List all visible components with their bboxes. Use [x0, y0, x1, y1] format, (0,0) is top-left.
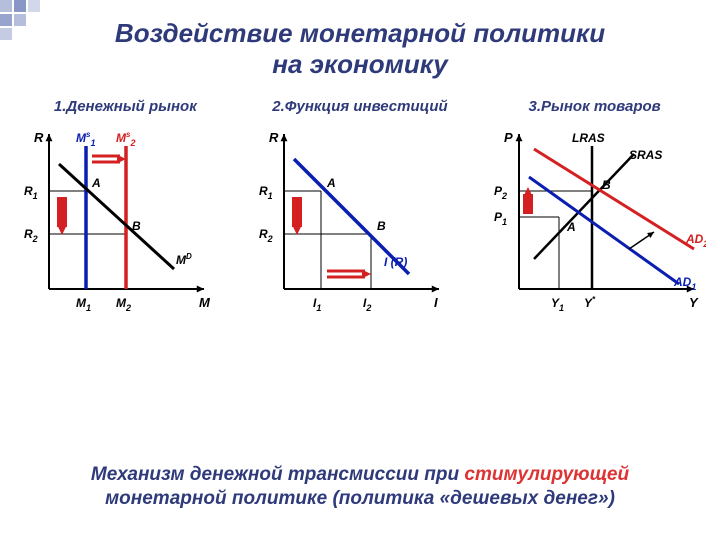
svg-text:B: B	[377, 219, 386, 233]
svg-text:M2: M2	[116, 296, 131, 313]
page-title: Воздействие монетарной политики на эконо…	[0, 0, 720, 80]
chart-goods-market: 3.Рынок товаров YPP2P1Y1Y*LRASSRASAD1AD2…	[484, 98, 706, 319]
svg-text:I1: I1	[313, 296, 321, 313]
chart1-svg: M R R1 R2 Ms1 Ms2 M1 M2 MD A B	[14, 119, 214, 319]
svg-text:Y1: Y1	[551, 296, 564, 313]
chart-row: 1.Денежный рынок M R R1 R2 Ms1 Ms2 M1 M2 MD A B 2.…	[0, 98, 720, 319]
chart3-title: 3.Рынок товаров	[484, 98, 706, 115]
svg-text:B: B	[602, 178, 611, 192]
caption: Механизм денежной трансмиссии при стимул…	[0, 463, 720, 512]
svg-text:A: A	[91, 176, 101, 190]
svg-text:SRAS: SRAS	[629, 148, 662, 162]
chart-money-market: 1.Денежный рынок M R R1 R2 Ms1 Ms2 M1 M2 MD A B	[14, 98, 236, 319]
caption-post: монетарной политике (политика «дешевых д…	[105, 488, 615, 509]
svg-text:P1: P1	[494, 210, 507, 227]
svg-text:A: A	[326, 176, 336, 190]
chart3-svg: YPP2P1Y1Y*LRASSRASAD1AD2AB	[484, 119, 706, 319]
svg-text:A: A	[566, 220, 576, 234]
svg-text:Y*: Y*	[584, 295, 596, 310]
svg-text:M: M	[199, 295, 211, 310]
svg-text:Ms2: Ms2	[116, 130, 135, 148]
svg-text:P2: P2	[494, 184, 507, 201]
svg-text:R1: R1	[24, 184, 38, 201]
svg-text:Ms1: Ms1	[76, 130, 95, 148]
svg-text:M1: M1	[76, 296, 91, 313]
svg-text:R2: R2	[24, 227, 38, 244]
chart-investment: 2.Функция инвестиций I R R1 R2 I1 I2 I (R) A B	[249, 98, 471, 319]
caption-pre: Механизм денежной трансмиссии при	[91, 464, 464, 485]
chart1-title: 1.Денежный рынок	[14, 98, 236, 115]
svg-text:I (R): I (R)	[384, 255, 407, 269]
svg-text:I2: I2	[363, 296, 371, 313]
chart2-svg: I R R1 R2 I1 I2 I (R) A B	[249, 119, 449, 319]
svg-text:Y: Y	[689, 295, 699, 310]
svg-text:LRAS: LRAS	[572, 131, 605, 145]
svg-text:I: I	[434, 295, 438, 310]
svg-text:R: R	[269, 130, 279, 145]
svg-text:P: P	[504, 130, 513, 145]
svg-text:MD: MD	[176, 252, 192, 267]
chart2-title: 2.Функция инвестиций	[249, 98, 471, 115]
svg-text:R1: R1	[259, 184, 273, 201]
svg-text:R2: R2	[259, 227, 273, 244]
svg-text:B: B	[132, 219, 141, 233]
title-line2: на экономику	[272, 49, 447, 79]
svg-text:R: R	[34, 130, 44, 145]
caption-highlight: стимулирующей	[464, 464, 629, 485]
title-line1: Воздействие монетарной политики	[115, 18, 605, 48]
